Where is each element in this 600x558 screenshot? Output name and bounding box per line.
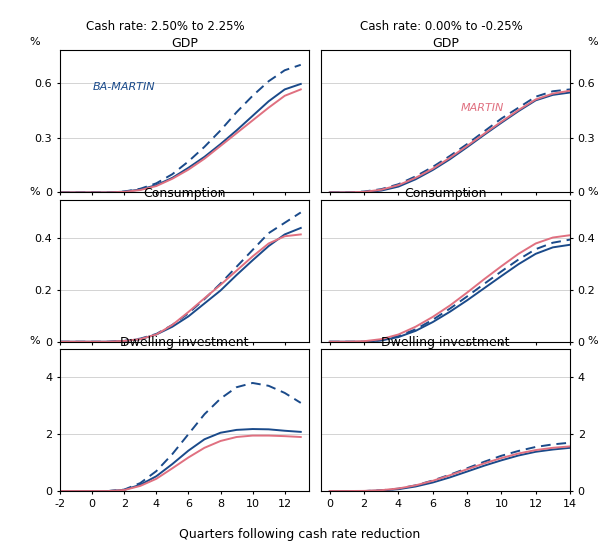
Text: Cash rate: 0.00% to -0.25%: Cash rate: 0.00% to -0.25%: [359, 20, 523, 32]
Text: %: %: [29, 187, 40, 196]
Title: GDP: GDP: [171, 37, 198, 50]
Text: %: %: [587, 187, 598, 196]
Text: Quarters following cash rate reduction: Quarters following cash rate reduction: [179, 528, 421, 541]
Text: %: %: [29, 336, 40, 346]
Title: Dwelling investment: Dwelling investment: [382, 336, 510, 349]
Text: %: %: [29, 37, 40, 47]
Text: %: %: [587, 336, 598, 346]
Text: BA-MARTIN: BA-MARTIN: [92, 82, 155, 92]
Text: MARTIN: MARTIN: [461, 103, 504, 113]
Text: Cash rate: 2.50% to 2.25%: Cash rate: 2.50% to 2.25%: [86, 20, 244, 32]
Text: %: %: [587, 37, 598, 47]
Title: Consumption: Consumption: [404, 186, 487, 200]
Title: Dwelling investment: Dwelling investment: [120, 336, 248, 349]
Title: Consumption: Consumption: [143, 186, 226, 200]
Title: GDP: GDP: [432, 37, 459, 50]
